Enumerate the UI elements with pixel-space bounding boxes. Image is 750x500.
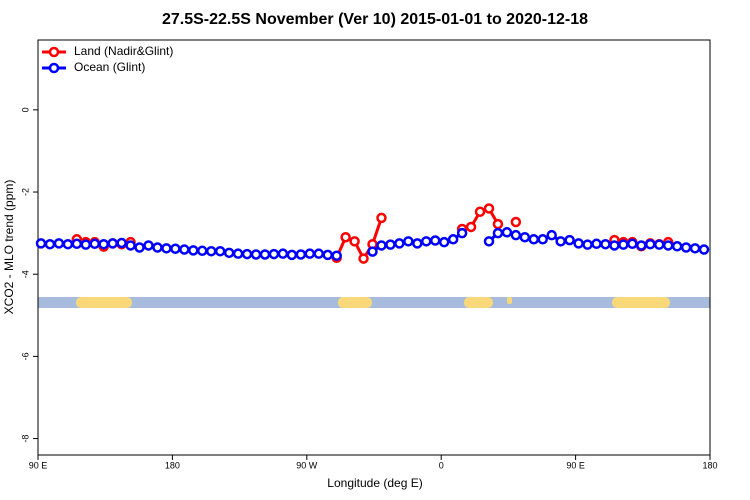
data-point [698,244,710,255]
data-point [197,245,208,257]
data-point [80,239,92,250]
y-tick-label: -8 [20,435,30,443]
x-tick-label: 180 [702,460,717,470]
data-point [107,238,118,249]
data-point [662,240,674,251]
data-point [465,221,477,233]
data-point [627,238,638,250]
data-point [259,249,271,260]
data-point [349,236,360,247]
y-tick-label: -2 [20,188,30,196]
data-point [232,248,244,259]
data-point [421,236,432,247]
data-point [671,241,683,252]
data-point [152,242,163,253]
data-point [277,248,289,259]
data-point [53,238,65,249]
legend-label: Ocean (Glint) [74,60,145,74]
x-tick-label: 90 E [566,460,585,470]
data-point [582,239,593,250]
data-point [116,237,127,249]
data-point [653,239,665,250]
chart-title: 27.5S-22.5S November (Ver 10) 2015-01-01… [162,11,588,28]
x-tick-label: 90 W [296,460,318,470]
data-point [564,234,575,246]
data-point [483,236,495,247]
data-point [429,235,441,246]
data-point [125,240,136,251]
x-tick-label: 0 [439,460,444,470]
data-point [358,253,369,264]
data-point [331,250,342,261]
data-point [537,234,548,245]
legend-marker [48,62,60,74]
data-point [268,248,280,260]
data-point [35,238,47,249]
data-point [304,248,316,259]
data-point [134,242,145,253]
data-point [573,238,584,249]
data-point [689,243,701,254]
data-point [618,239,629,250]
data-point [412,238,423,249]
data-point [98,238,109,250]
data-point [376,240,387,251]
legend-label: Land (Nadir&Glint) [74,44,173,58]
data-point [501,227,513,238]
data-point [161,243,172,254]
data-point [680,242,692,253]
data-point [340,231,351,243]
data-point [483,203,495,214]
data-point [456,227,468,239]
data-point [385,239,396,250]
data-point [403,236,414,247]
data-point [295,249,307,260]
data-point [89,238,100,250]
x-axis-label: Longitude (deg E) [327,476,422,490]
legend-marker [48,46,60,58]
data-point [188,245,199,256]
y-tick-label: 0 [20,107,30,112]
y-tick-label: -4 [20,270,30,278]
data-point [447,234,459,245]
data-point [474,206,486,218]
data-point [492,218,504,230]
data-point [555,236,566,247]
data-point [322,249,333,261]
land-mask [38,297,710,308]
data-point [143,240,154,251]
data-point [205,245,217,257]
data-point [62,238,74,250]
data-point [546,229,557,241]
data-point [179,244,190,255]
data-point [241,248,253,260]
data-point [394,238,405,249]
data-point [250,249,262,260]
data-point [492,227,504,239]
y-axis-label: XCO2 - MLO trend (ppm) [2,180,16,315]
data-point [44,238,56,250]
data-point [376,212,387,224]
data-point [286,249,298,261]
data-point [609,240,620,251]
data-point [438,236,450,248]
data-point [645,238,656,250]
data-point [214,245,226,257]
data-point [528,234,540,245]
data-point [600,238,611,250]
data-point [519,231,531,243]
y-tick-label: -6 [20,352,30,360]
data-point [510,216,522,228]
data-point [170,243,181,254]
data-point [313,248,324,259]
x-tick-label: 90 E [29,460,48,470]
data-point [71,238,83,250]
data-point [223,247,235,259]
data-point [510,229,522,241]
data-point [636,240,647,251]
data-point [591,238,602,250]
data-point [367,246,378,257]
x-tick-label: 180 [165,460,180,470]
